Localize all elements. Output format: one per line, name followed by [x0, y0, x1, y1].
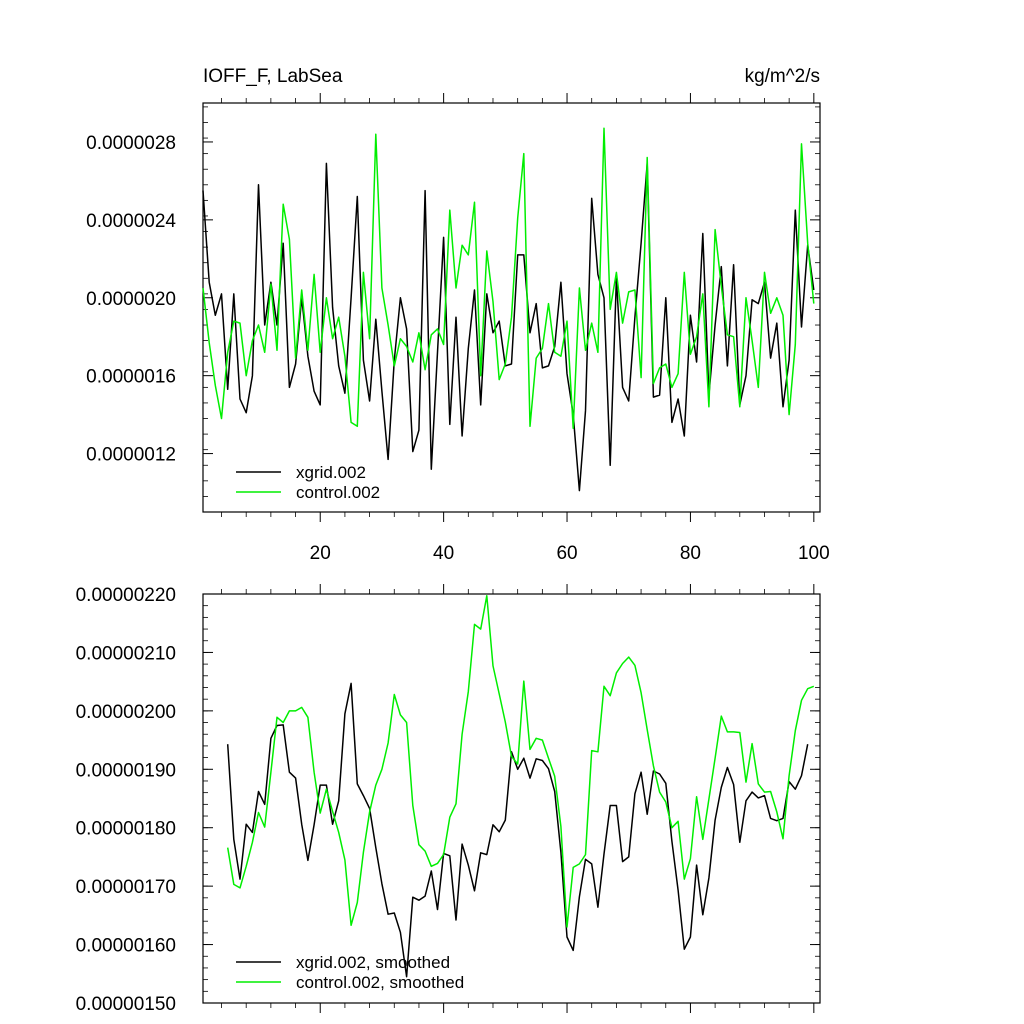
bottom-series-line-xgrid — [226, 682, 809, 978]
top-xtick-label: 60 — [556, 543, 577, 564]
top-legend-label-control: control.002 — [296, 483, 380, 502]
top-legend-label-xgrid: xgrid.002 — [296, 463, 366, 482]
top-plot-frame — [202, 102, 821, 513]
bottom-series-group — [226, 595, 815, 978]
top-legend: xgrid.002 control.002 — [236, 463, 380, 502]
top-series-group — [202, 127, 815, 492]
bottom-legend-label-control: control.002, smoothed — [296, 973, 464, 992]
top-ytick-label: 0.0000020 — [86, 289, 176, 310]
top-xtick-label: 80 — [680, 543, 701, 564]
bottom-legend-label-xgrid: xgrid.002, smoothed — [296, 953, 450, 972]
bottom-chart: 0.00000150 0.00000160 0.00000170 0.00000180… — [76, 584, 821, 1015]
bottom-legend: xgrid.002, smoothed control.002, smoothe… — [236, 953, 464, 992]
top-xtick-label: 40 — [433, 543, 454, 564]
top-ytick-label: 0.0000012 — [86, 445, 176, 466]
bottom-ytick-label: 0.00000190 — [76, 760, 176, 781]
bottom-series-line-control — [226, 595, 815, 928]
top-xtick-label: 20 — [310, 543, 331, 564]
top-ytick-label: 0.0000028 — [86, 133, 176, 154]
top-axis-ticks: 0.0000012 0.0000016 0.0000020 0.0000024 0.00… — [86, 93, 830, 564]
top-chart-title: IOFF_F, LabSea — [203, 66, 343, 87]
bottom-ytick-label: 0.00000210 — [76, 643, 176, 664]
bottom-plot-frame — [202, 593, 821, 1004]
bottom-ytick-label: 0.00000160 — [76, 936, 176, 957]
bottom-ytick-label: 0.00000200 — [76, 702, 176, 723]
bottom-ytick-label: 0.00000180 — [76, 819, 176, 840]
top-ytick-label: 0.0000016 — [86, 367, 176, 388]
top-chart-units: kg/m^2/s — [745, 66, 820, 87]
bottom-ytick-label: 0.00000220 — [76, 585, 176, 606]
top-ytick-label: 0.0000024 — [86, 211, 176, 232]
bottom-axis-ticks: 0.00000150 0.00000160 0.00000170 0.00000180… — [76, 584, 820, 1015]
top-chart: IOFF_F, LabSea kg/m^2/s 0.00000120.00000… — [86, 66, 830, 564]
top-xtick-label: 100 — [798, 543, 830, 564]
bottom-ytick-label: 0.00000170 — [76, 877, 176, 898]
top-series-line-control — [202, 127, 815, 430]
bottom-ytick-label: 0.00000150 — [76, 994, 176, 1015]
